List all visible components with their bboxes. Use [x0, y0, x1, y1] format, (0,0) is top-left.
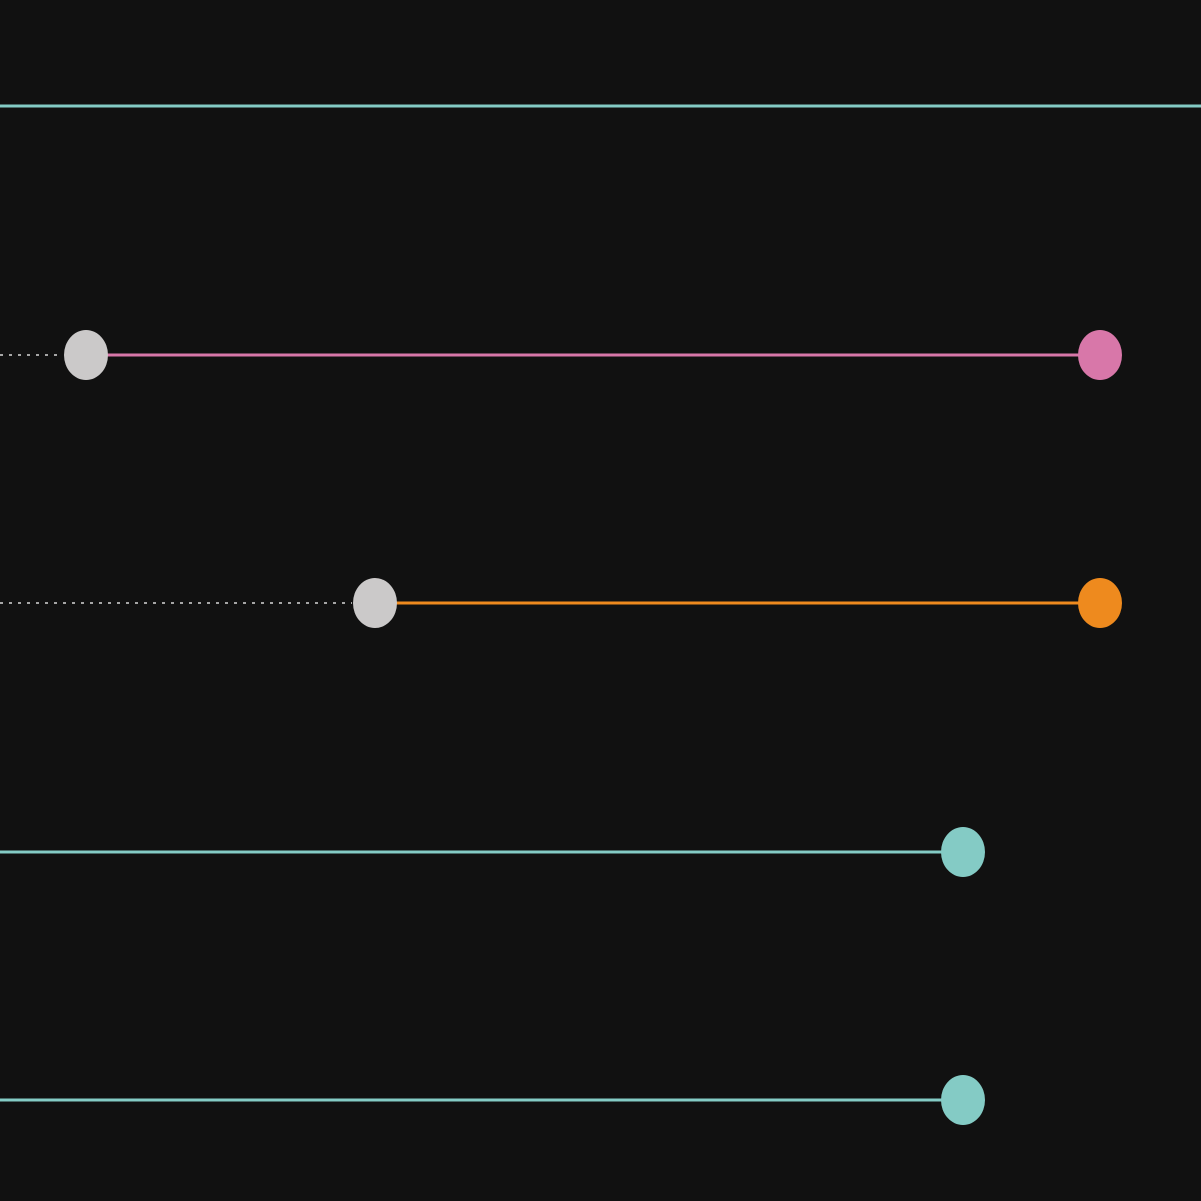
commit-node[interactable] [1078, 578, 1122, 628]
commit-node[interactable] [941, 1075, 985, 1125]
commit-node[interactable] [1078, 330, 1122, 380]
branch-lane-4 [0, 827, 985, 877]
branch-lane-3 [0, 578, 1122, 628]
commit-node[interactable] [64, 330, 108, 380]
branch-lane-2 [0, 330, 1122, 380]
commit-node[interactable] [941, 827, 985, 877]
commit-node[interactable] [353, 578, 397, 628]
branch-lane-5 [0, 1075, 985, 1125]
